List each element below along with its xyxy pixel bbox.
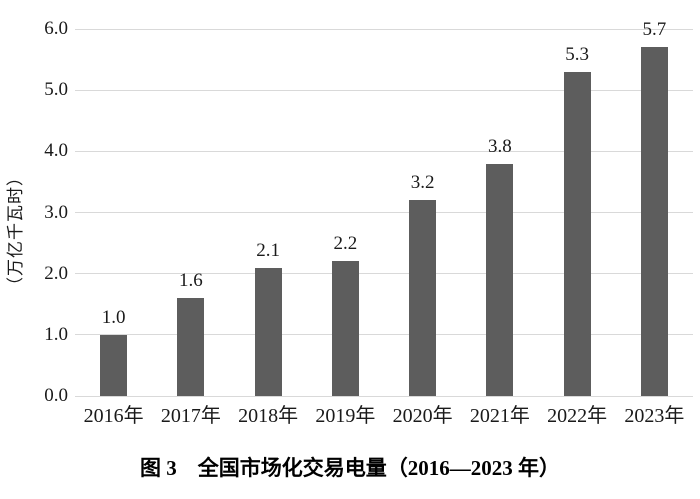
bar-value-label: 5.3 (565, 43, 589, 65)
bar-2020年 (409, 200, 437, 396)
bar-2021年 (486, 163, 514, 396)
x-tick-label: 2023年 (624, 405, 685, 427)
gridline (75, 28, 693, 30)
bar-2022年 (563, 71, 591, 396)
bar-value-label: 2.1 (256, 239, 280, 261)
bar-value-label: 1.6 (179, 270, 203, 292)
bar-2018年 (254, 267, 282, 396)
x-tick-label: 2019年 (315, 405, 376, 427)
bar-2023年 (640, 47, 668, 396)
x-tick-label: 2020年 (392, 405, 453, 427)
gridline (75, 150, 693, 152)
bar-value-label: 1.0 (101, 306, 126, 328)
bar-2016年 (100, 334, 128, 396)
y-tick-label: 5.0 (44, 79, 68, 101)
y-tick-label: 3.0 (44, 201, 68, 223)
bar-2019年 (331, 261, 359, 396)
gridline (75, 273, 693, 275)
y-tick-label: 0.0 (44, 385, 68, 406)
x-tick-label: 2016年 (83, 405, 144, 427)
x-tick-label: 2018年 (238, 405, 299, 427)
y-tick-label: 2.0 (44, 262, 68, 284)
bar-value-label: 3.8 (488, 135, 512, 157)
gridline (75, 89, 693, 91)
y-tick-label: 1.0 (44, 323, 68, 345)
gridline (75, 395, 693, 397)
gridline (75, 212, 693, 213)
x-tick-label: 2017年 (160, 405, 221, 427)
x-tick-label: 2022年 (547, 405, 608, 427)
bar-2017年 (177, 298, 205, 396)
y-tick-label: 4.0 (44, 140, 68, 162)
y-tick-label: 6.0 (44, 18, 68, 39)
x-tick-label: 2021年 (469, 405, 530, 427)
bar-value-label: 3.2 (410, 172, 435, 194)
chart-caption: 图 3 全国市场化交易电量（2016—2023 年） (140, 456, 560, 480)
y-axis-unit-label: （万亿千瓦时） (6, 168, 25, 294)
bar-value-label: 2.2 (333, 233, 358, 255)
bar-value-label: 5.7 (642, 19, 667, 41)
gridline (75, 334, 693, 336)
